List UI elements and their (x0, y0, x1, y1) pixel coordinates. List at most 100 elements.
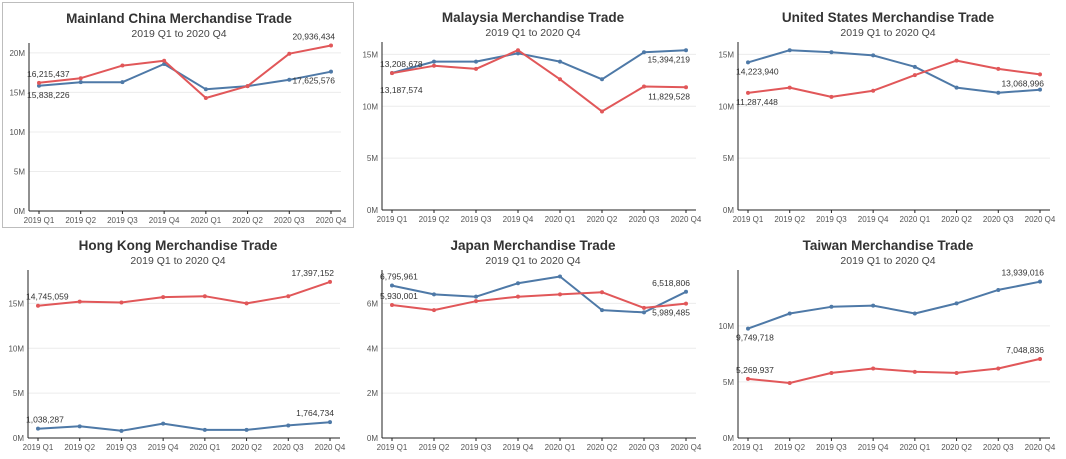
chart-title: Hong Kong Merchandise Trade (79, 238, 278, 253)
data-label: 13,068,996 (1001, 78, 1044, 88)
data-point-red (996, 366, 1001, 371)
x-tick-label: 2020 Q2 (941, 443, 972, 452)
data-point-red (77, 299, 82, 304)
y-tick-label: 6M (367, 299, 378, 308)
x-tick-label: 2020 Q1 (900, 215, 931, 224)
series-line-blue (747, 280, 1041, 330)
data-point-red (1038, 72, 1042, 77)
data-label: 15,394,219 (647, 54, 690, 64)
data-label: 6,795,961 (380, 272, 418, 282)
chart-panel-taiwan[interactable]: Taiwan Merchandise Trade 2019 Q1 to 2020 … (712, 230, 1064, 456)
y-tick-label: 15M (362, 50, 378, 59)
x-tick-label: 2020 Q3 (274, 216, 305, 225)
chart-panel-hong-kong[interactable]: Hong Kong Merchandise Trade 2019 Q1 to 20… (2, 230, 354, 456)
data-point-blue (558, 59, 562, 64)
y-tick-label: 10M (718, 102, 734, 111)
chart-svg-hong-kong: Hong Kong Merchandise Trade 2019 Q1 to 20… (8, 238, 345, 452)
data-point-red (1038, 356, 1042, 361)
data-point-blue (202, 427, 207, 432)
data-point-blue (787, 311, 792, 316)
data-point-blue (912, 311, 917, 316)
chart-subtitle: 2019 Q1 to 2020 Q4 (131, 28, 226, 40)
data-point-red (787, 381, 792, 386)
data-point-red (829, 370, 834, 375)
x-tick-label: 2020 Q1 (190, 443, 221, 452)
x-tick-label: 2019 Q2 (65, 216, 96, 225)
data-point-blue (600, 308, 604, 313)
x-tick-label: 2020 Q2 (587, 215, 618, 224)
data-label: 1,038,287 (26, 415, 64, 425)
y-tick-label: 5M (723, 378, 734, 387)
data-point-blue (390, 283, 394, 288)
x-tick-label: 2019 Q3 (461, 443, 492, 452)
chart-panel-united-states[interactable]: United States Merchandise Trade 2019 Q1 t… (712, 2, 1064, 228)
data-point-blue (684, 289, 688, 294)
data-point-red (390, 302, 394, 307)
data-point-blue (829, 50, 834, 55)
x-tick-label: 2020 Q2 (587, 443, 618, 452)
data-point-blue (1038, 279, 1042, 284)
data-point-blue (77, 424, 82, 429)
data-point-red (516, 48, 520, 53)
data-point-red (390, 71, 394, 76)
x-tick-label: 2019 Q3 (816, 443, 847, 452)
data-point-red (119, 300, 124, 305)
data-point-red (203, 95, 208, 100)
x-tick-label: 2020 Q4 (671, 215, 702, 224)
y-tick-label: 2M (367, 389, 378, 398)
series-line-red (391, 49, 687, 113)
data-point-red (912, 369, 917, 374)
data-point-red (37, 80, 41, 85)
y-tick-label: 5M (723, 154, 734, 163)
series-line-red (747, 357, 1041, 384)
x-tick-label: 2019 Q2 (774, 215, 805, 224)
data-point-red (432, 308, 436, 313)
x-tick-label: 2019 Q2 (419, 215, 450, 224)
y-tick-label: 10M (8, 344, 24, 353)
chart-panel-mainland-china[interactable]: Mainland China Merchandise Trade 2019 Q1 … (2, 2, 354, 228)
x-tick-label: 2019 Q2 (64, 443, 95, 452)
x-tick-label: 2020 Q4 (1025, 443, 1056, 452)
x-tick-label: 2019 Q4 (149, 216, 180, 225)
y-tick-label: 0M (723, 206, 734, 215)
data-point-red (287, 51, 292, 56)
data-point-red (558, 77, 562, 82)
x-tick-label: 2020 Q3 (629, 443, 660, 452)
x-tick-label: 2020 Q2 (231, 443, 262, 452)
x-tick-label: 2020 Q3 (983, 443, 1014, 452)
data-point-red (78, 76, 83, 81)
x-tick-label: 2019 Q4 (858, 443, 889, 452)
data-point-red (36, 303, 40, 308)
data-point-red (558, 292, 562, 297)
data-point-blue (474, 294, 478, 299)
chart-panel-malaysia[interactable]: Malaysia Merchandise Trade 2019 Q1 to 202… (356, 2, 710, 228)
data-point-red (954, 58, 959, 63)
x-tick-label: 2020 Q4 (671, 443, 702, 452)
data-point-red (829, 94, 834, 99)
chart-title: Taiwan Merchandise Trade (803, 238, 974, 253)
data-label: 7,048,836 (1006, 345, 1044, 355)
data-label: 5,269,937 (736, 365, 774, 375)
y-tick-label: 0M (367, 206, 378, 215)
x-tick-label: 2020 Q2 (941, 215, 972, 224)
x-tick-label: 2019 Q1 (377, 215, 408, 224)
y-tick-label: 15M (718, 50, 734, 59)
data-point-red (474, 66, 478, 71)
x-tick-label: 2020 Q3 (629, 215, 660, 224)
x-tick-label: 2019 Q3 (816, 215, 847, 224)
series-line-red (391, 291, 687, 312)
x-tick-label: 2020 Q4 (316, 216, 347, 225)
data-point-red (474, 299, 478, 304)
data-point-red (600, 290, 604, 295)
data-point-blue (432, 292, 436, 297)
data-point-blue (871, 53, 876, 58)
x-tick-label: 2019 Q1 (733, 443, 764, 452)
data-point-red (746, 376, 750, 381)
data-label: 17,397,152 (291, 268, 334, 278)
chart-panel-japan[interactable]: Japan Merchandise Trade 2019 Q1 to 2020 Q… (356, 230, 710, 456)
data-label: 11,287,448 (736, 97, 778, 107)
y-tick-label: 10M (718, 322, 734, 331)
data-label: 17,625,576 (292, 76, 335, 86)
data-label: 14,745,059 (26, 292, 69, 302)
y-tick-label: 5M (13, 389, 24, 398)
